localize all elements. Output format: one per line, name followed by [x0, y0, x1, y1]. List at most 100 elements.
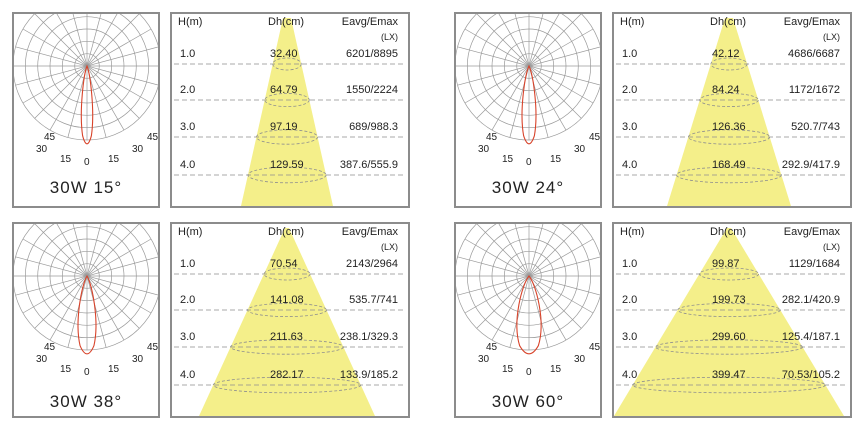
cell-diameter: 282.17 [270, 369, 304, 381]
illuminance-table-panel: H(m) Dh(cm) Eavg/Emax (LX) 1.0 70.54 2143/2964… [170, 222, 410, 418]
cell-height: 2.0 [180, 294, 196, 306]
angle-label: 15 [108, 364, 120, 375]
cell-diameter: 211.63 [270, 331, 303, 343]
header-illuminance: Eavg/Emax [783, 226, 840, 238]
cell-illuminance: 1550/2224 [346, 84, 398, 96]
angle-label: 30 [478, 144, 490, 155]
cell-height: 4.0 [622, 159, 638, 171]
cell-diameter: 84.24 [712, 84, 740, 96]
cell-diameter: 141.08 [270, 294, 304, 306]
intensity-curve [80, 64, 94, 145]
cell-illuminance: 535.7/741 [349, 294, 398, 306]
cell-height: 3.0 [180, 121, 196, 133]
cell-height: 4.0 [180, 369, 196, 381]
angle-label: 15 [60, 364, 72, 375]
angle-label: 15 [550, 364, 562, 375]
cell-height: 4.0 [622, 369, 638, 381]
angle-label: 45 [44, 342, 56, 353]
polar-ring [14, 224, 158, 351]
header-lux-unit: (LX) [822, 242, 840, 252]
cell-illuminance: 238.1/329.3 [339, 331, 398, 343]
light-cone [614, 228, 844, 416]
cell-height: 1.0 [180, 258, 196, 270]
spot-ellipse [264, 93, 310, 108]
cell-height: 3.0 [622, 331, 638, 343]
cell-illuminance: 6201/8895 [346, 48, 398, 60]
cell-illuminance: 1129/1684 [788, 258, 840, 270]
angle-label: 30 [132, 144, 144, 155]
angle-label: 30 [574, 354, 586, 365]
cell-height: 2.0 [622, 84, 638, 96]
beam-caption: 30W 60° [491, 392, 565, 411]
polar-ring [456, 224, 600, 351]
angle-label: 0 [84, 367, 90, 378]
header-height: H(m) [178, 16, 203, 28]
cell-illuminance: 2143/2964 [346, 258, 398, 270]
intensity-curve [521, 64, 537, 145]
cell-diameter: 64.79 [270, 84, 298, 96]
cell-illuminance: 1172/1672 [788, 84, 840, 96]
header-illuminance: Eavg/Emax [341, 16, 398, 28]
polar-grid [14, 14, 158, 145]
angle-label: 45 [486, 132, 498, 143]
cell-diameter: 199.73 [712, 294, 746, 306]
header-height: H(m) [178, 226, 203, 238]
header-diameter: Dh(cm) [710, 16, 747, 28]
polar-ring [456, 14, 600, 141]
illuminance-table-panel: H(m) Dh(cm) Eavg/Emax (LX) 1.0 42.12 4686/6687… [612, 12, 852, 208]
beam-caption: 30W 38° [49, 392, 123, 411]
cell-illuminance: 125.4/187.1 [781, 331, 840, 343]
cell-diameter: 97.19 [270, 121, 298, 133]
light-cone [241, 18, 333, 206]
cell-illuminance: 4686/6687 [788, 48, 840, 60]
polar-diagram-panel: 45 30 15 0 15 30 45 30W 38° [12, 222, 160, 418]
beam-cone [614, 228, 848, 416]
cell-illuminance: 133.9/185.2 [339, 369, 398, 381]
header-illuminance: Eavg/Emax [783, 16, 840, 28]
polar-diagram-panel: 45 30 15 0 15 30 45 30W 15° [12, 12, 160, 208]
angle-label: 30 [36, 354, 48, 365]
angle-label: 15 [108, 154, 120, 165]
cell-diameter: 99.87 [712, 258, 740, 270]
cell-diameter: 32.40 [270, 48, 298, 60]
cell-illuminance: 689/988.3 [349, 121, 398, 133]
header-diameter: Dh(cm) [268, 226, 305, 238]
angle-label: 45 [589, 132, 601, 143]
polar-diagram-panel: 45 30 15 0 15 30 45 30W 24° [454, 12, 602, 208]
cell-illuminance: 70.53/105.2 [781, 369, 840, 381]
intensity-curve [77, 274, 97, 355]
angle-label: 30 [574, 144, 586, 155]
angle-label: 45 [147, 342, 159, 353]
light-cone [667, 18, 791, 206]
cell-height: 3.0 [180, 331, 196, 343]
cell-illuminance: 520.7/743 [791, 121, 840, 133]
polar-grid [14, 224, 158, 355]
angle-label: 45 [589, 342, 601, 353]
angle-label: 45 [147, 132, 159, 143]
header-diameter: Dh(cm) [710, 226, 747, 238]
cell-diameter: 299.60 [712, 331, 746, 343]
illuminance-table-panel: H(m) Dh(cm) Eavg/Emax (LX) 1.0 99.87 1129/1684… [612, 222, 852, 418]
beam-cone [616, 18, 848, 206]
intensity-curve [516, 275, 542, 355]
angle-label: 30 [36, 144, 48, 155]
header-lux-unit: (LX) [380, 32, 398, 42]
header-lux-unit: (LX) [380, 242, 398, 252]
cell-diameter: 126.36 [712, 121, 746, 133]
header-height: H(m) [620, 226, 645, 238]
header-lux-unit: (LX) [822, 32, 840, 42]
cell-diameter: 129.59 [270, 159, 304, 171]
cell-height: 1.0 [180, 48, 196, 60]
cell-diameter: 42.12 [712, 48, 740, 60]
cell-height: 3.0 [622, 121, 638, 133]
cell-illuminance: 282.1/420.9 [781, 294, 840, 306]
polar-ring [14, 14, 158, 141]
angle-label: 0 [526, 157, 532, 168]
angle-label: 30 [478, 354, 490, 365]
angle-label: 15 [550, 154, 562, 165]
cell-height: 4.0 [180, 159, 196, 171]
beam-cone [174, 228, 406, 416]
polar-diagram-panel: 45 30 15 0 15 30 45 30W 60° [454, 222, 602, 418]
cell-diameter: 70.54 [270, 258, 298, 270]
angle-label: 45 [486, 342, 498, 353]
